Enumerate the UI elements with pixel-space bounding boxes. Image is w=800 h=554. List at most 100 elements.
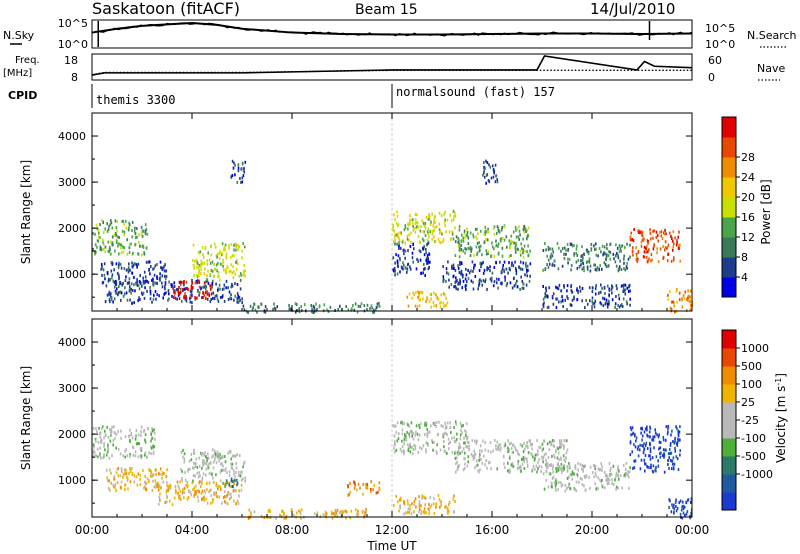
power-cell	[196, 296, 198, 300]
power-cell	[233, 248, 235, 252]
velocity-cell	[201, 479, 203, 482]
power-cell	[212, 274, 215, 278]
power-cell	[117, 266, 120, 270]
velocity-cell	[409, 450, 412, 454]
power-cell	[211, 260, 214, 264]
velocity-cell	[640, 431, 642, 435]
power-cell	[276, 305, 279, 309]
power-cell	[525, 261, 527, 265]
power-cell	[605, 257, 607, 261]
power-cell	[152, 297, 155, 301]
power-cell	[142, 229, 144, 233]
power-cell	[640, 240, 643, 244]
power-cell	[662, 231, 665, 235]
velocity-cell	[125, 472, 128, 476]
colorbar-segment	[722, 137, 736, 158]
power-cell	[573, 297, 575, 301]
velocity-cell	[219, 453, 221, 457]
velocity-cell	[512, 443, 514, 447]
velocity-cell	[577, 468, 580, 472]
velocity-cell	[500, 446, 502, 450]
velocity-cell	[125, 468, 127, 472]
power-cell	[127, 228, 130, 231]
velocity-cell	[114, 431, 116, 435]
power-cell	[404, 256, 406, 260]
velocity-cell	[126, 475, 128, 479]
velocity-cell	[119, 485, 122, 489]
velocity-cell	[579, 463, 582, 466]
power-cell	[213, 263, 216, 266]
velocity-cell	[484, 463, 486, 467]
power-cell	[414, 230, 417, 234]
velocity-cell	[221, 455, 224, 459]
power-cell	[444, 218, 446, 222]
power-cell	[133, 262, 136, 266]
power-cell	[676, 288, 678, 292]
power-cell	[135, 282, 137, 286]
power-cell	[454, 240, 457, 244]
velocity-cell	[448, 500, 451, 504]
velocity-cell	[427, 507, 430, 511]
velocity-cell	[106, 450, 109, 454]
power-cell	[689, 307, 692, 311]
velocity-cell	[554, 484, 557, 487]
power-cell	[459, 263, 461, 266]
velocity-cell	[200, 491, 203, 495]
velocity-cell	[629, 426, 632, 430]
power-cell	[576, 254, 579, 257]
power-cell	[622, 287, 625, 291]
power-cell	[152, 283, 155, 287]
power-cell	[161, 274, 164, 278]
velocity-cell	[465, 445, 468, 449]
velocity-cell	[184, 478, 187, 482]
velocity-cell	[557, 461, 559, 465]
power-cell	[397, 235, 400, 239]
power-cell	[631, 238, 634, 241]
velocity-cell	[140, 430, 142, 434]
power-cell	[599, 264, 601, 267]
power-cell	[241, 161, 244, 165]
power-cell	[414, 218, 417, 222]
velocity-cell	[183, 457, 186, 461]
power-cell	[626, 302, 628, 306]
velocity-cell	[377, 490, 379, 494]
power-cell	[173, 294, 176, 298]
power-cell	[521, 247, 523, 251]
power-cell	[393, 240, 395, 244]
velocity-cell	[608, 482, 610, 485]
power-cell	[566, 295, 568, 299]
power-cell	[486, 268, 488, 272]
velocity-cell	[233, 454, 235, 458]
power-cell	[445, 267, 448, 271]
power-cell	[561, 264, 564, 268]
velocity-cell	[481, 461, 484, 465]
power-cell	[165, 275, 168, 278]
power-cell	[504, 275, 506, 279]
power-cell	[167, 289, 170, 293]
power-cell	[213, 297, 216, 301]
power-cell	[412, 224, 414, 228]
power-cell	[423, 267, 425, 271]
power-cell	[102, 231, 105, 234]
power-cell	[411, 221, 414, 225]
velocity-cell	[135, 429, 138, 433]
velocity-cell	[474, 439, 476, 443]
velocity-cell	[504, 466, 506, 470]
power-cell	[363, 304, 366, 308]
power-cell	[450, 219, 453, 223]
power-cell	[551, 263, 554, 267]
power-cell	[121, 229, 124, 233]
power-cell	[626, 242, 628, 246]
power-cell	[579, 285, 581, 289]
velocity-cell	[653, 446, 655, 450]
power-cell	[493, 254, 496, 258]
velocity-cell	[433, 497, 435, 501]
velocity-cell	[196, 465, 199, 469]
power-cell	[126, 281, 129, 285]
velocity-cell	[188, 459, 191, 463]
power-cell	[552, 302, 555, 306]
power-cell	[688, 294, 690, 298]
power-cell	[240, 167, 243, 171]
velocity-cell	[92, 449, 95, 453]
power-cell	[116, 229, 118, 233]
